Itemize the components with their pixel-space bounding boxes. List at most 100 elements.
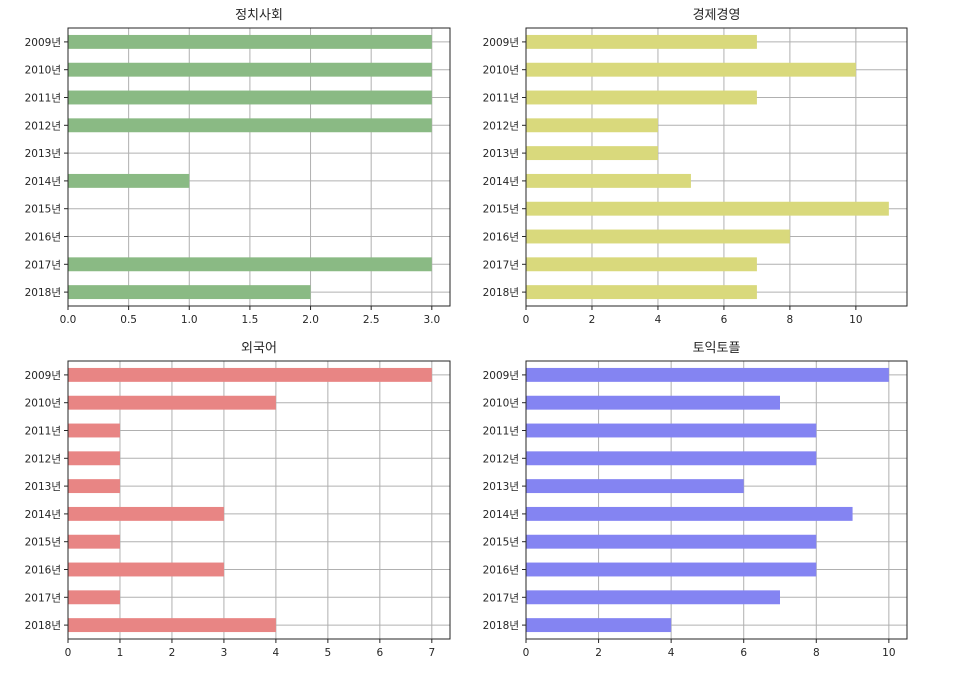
y-tick-label: 2016년	[25, 232, 61, 244]
x-tick-label: 2	[589, 314, 596, 326]
y-tick-label: 2009년	[483, 37, 519, 49]
x-tick-label: 10	[849, 314, 862, 326]
bar-2011년	[526, 90, 757, 105]
bar-2012년	[526, 118, 658, 133]
x-tick-label: 6	[376, 647, 383, 659]
bar-2009년	[68, 34, 432, 49]
bar-2011년	[68, 90, 432, 105]
x-tick-label: 6	[721, 314, 728, 326]
bar-2015년	[526, 534, 817, 549]
bar-2015년	[68, 534, 120, 549]
x-tick-label: 0	[523, 647, 530, 659]
bar-2013년	[526, 146, 658, 161]
x-tick-label: 10	[882, 647, 895, 659]
x-tick-label: 1.0	[181, 314, 198, 326]
x-tick-label: 2.5	[363, 314, 380, 326]
bar-2010년	[526, 62, 856, 77]
y-tick-label: 2015년	[25, 204, 61, 216]
bar-2014년	[68, 506, 224, 521]
bar-2012년	[68, 451, 120, 466]
chart-panel-2: 2009년 2010년 2011년 2012년 2013년 2014년 2015년 2016년…	[483, 8, 908, 326]
bar-2017년	[526, 257, 757, 272]
bar-2016년	[526, 562, 817, 577]
bar-2009년	[526, 367, 889, 382]
y-tick-label: 2010년	[25, 398, 61, 410]
bar-2017년	[526, 590, 780, 605]
x-tick-label: 0	[523, 314, 530, 326]
bar-2009년	[68, 367, 432, 382]
axes-frame	[525, 27, 908, 307]
x-tick-label: 8	[787, 314, 794, 326]
y-tick-label: 2010년	[25, 65, 61, 77]
bar-2014년	[526, 506, 853, 521]
y-tick-label: 2011년	[483, 93, 519, 105]
bar-2010년	[68, 395, 276, 410]
y-tick-label: 2012년	[25, 120, 61, 132]
y-tick-label: 2018년	[25, 287, 61, 299]
bar-2013년	[68, 479, 120, 494]
x-tick-label: 0	[65, 647, 72, 659]
bar-2010년	[68, 62, 432, 77]
x-tick-label: 1.5	[242, 314, 259, 326]
y-tick-label: 2018년	[25, 620, 61, 632]
y-tick-label: 2014년	[25, 176, 61, 188]
y-tick-label: 2015년	[25, 537, 61, 549]
y-tick-label: 2017년	[483, 592, 519, 604]
bar-2016년	[68, 562, 224, 577]
bar-2011년	[526, 423, 817, 438]
bar-2017년	[68, 590, 120, 605]
y-tick-label: 2010년	[483, 398, 519, 410]
axes-frame	[525, 360, 908, 640]
y-tick-label: 2014년	[483, 176, 519, 188]
x-tick-label: 4	[668, 647, 675, 659]
bar-2012년	[526, 451, 817, 466]
panel-title: 외국어	[241, 341, 277, 356]
x-tick-label: 4	[273, 647, 280, 659]
bar-2014년	[526, 173, 691, 188]
y-tick-label: 2009년	[25, 370, 61, 382]
panel-title: 정치사회	[235, 8, 283, 23]
bar-2016년	[526, 229, 790, 244]
x-tick-label: 1	[117, 647, 124, 659]
bar-2017년	[68, 257, 432, 272]
axes-frame	[67, 360, 451, 640]
y-tick-label: 2017년	[25, 592, 61, 604]
y-tick-label: 2017년	[483, 259, 519, 271]
y-tick-label: 2011년	[25, 426, 61, 438]
y-tick-label: 2013년	[25, 148, 61, 160]
axes-frame	[67, 27, 451, 307]
bar-2015년	[526, 201, 889, 216]
bar-2014년	[68, 173, 190, 188]
y-tick-label: 2015년	[483, 204, 519, 216]
y-tick-label: 2018년	[483, 620, 519, 632]
bar-2018년	[526, 618, 672, 633]
x-tick-label: 3	[221, 647, 228, 659]
bar-2018년	[68, 285, 311, 300]
x-tick-label: 2.0	[302, 314, 319, 326]
x-tick-label: 0.5	[120, 314, 137, 326]
panel-title: 토익토플	[693, 341, 741, 356]
y-tick-label: 2018년	[483, 287, 519, 299]
y-tick-label: 2013년	[25, 481, 61, 493]
x-tick-label: 0.0	[60, 314, 77, 326]
y-tick-label: 2016년	[25, 565, 61, 577]
x-tick-label: 2	[169, 647, 176, 659]
chart-panel-4: 2009년 2010년 2011년 2012년 2013년 2014년 2015년 2016년…	[483, 341, 908, 659]
bar-2012년	[68, 118, 432, 133]
x-tick-label: 6	[740, 647, 747, 659]
y-tick-label: 2009년	[483, 370, 519, 382]
x-tick-label: 3.0	[423, 314, 440, 326]
bar-2010년	[526, 395, 780, 410]
bar-2018년	[68, 618, 276, 633]
y-tick-label: 2016년	[483, 565, 519, 577]
y-tick-label: 2011년	[483, 426, 519, 438]
chart-panel-3: 2009년 2010년 2011년 2012년 2013년 2014년 2015년 2016년…	[25, 341, 451, 659]
panel-title: 경제경영	[693, 8, 741, 23]
y-tick-label: 2009년	[25, 37, 61, 49]
x-tick-label: 7	[428, 647, 435, 659]
bar-2018년	[526, 285, 757, 300]
bar-2011년	[68, 423, 120, 438]
x-tick-label: 4	[655, 314, 662, 326]
y-tick-label: 2013년	[483, 148, 519, 160]
